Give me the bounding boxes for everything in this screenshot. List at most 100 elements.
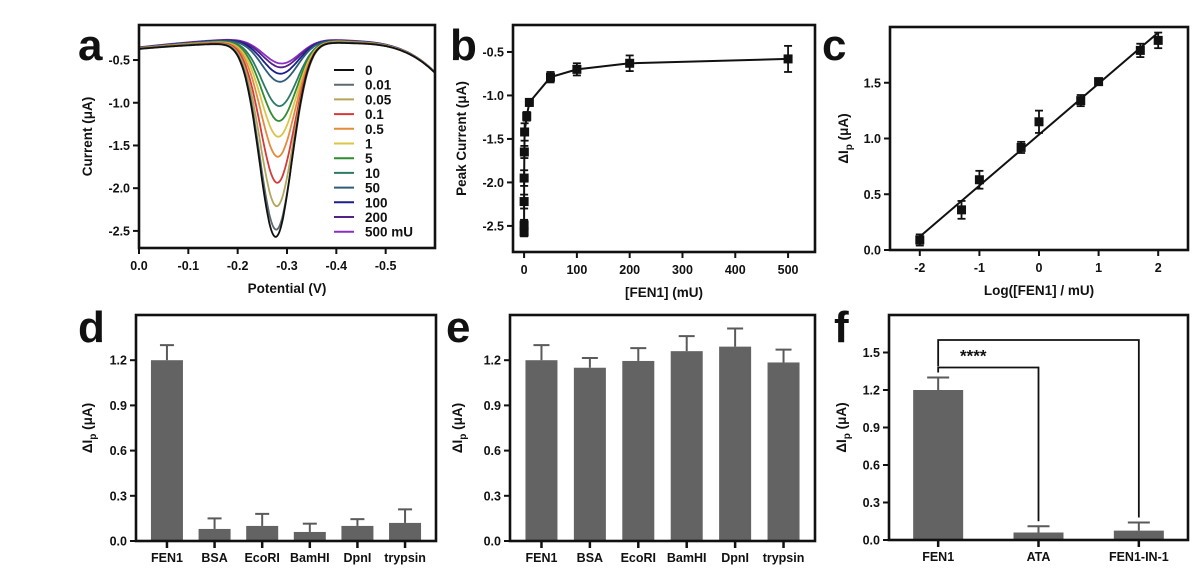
y-tick-label: -1.0 <box>482 89 504 103</box>
x-tick-label: -2 <box>914 261 925 275</box>
bar <box>913 390 964 540</box>
y-tick-label: -1.5 <box>108 139 130 153</box>
bar <box>293 531 326 541</box>
bar <box>719 346 752 541</box>
plot-frame <box>887 313 1190 542</box>
plot-frame <box>508 313 817 543</box>
legend-label: 0.1 <box>365 107 384 122</box>
panel-b: -0.5 -1.0 -1.5 -2.0 -2.5 0 100 200 300 400 500 [FEN… <box>454 23 817 300</box>
y-axis-label-unit: (μA) <box>450 403 465 434</box>
bar <box>525 360 558 541</box>
y-tick-label: 0.5 <box>864 188 881 202</box>
x-axis-label: [FEN1] (mU) <box>625 285 703 300</box>
curve-series <box>139 42 435 238</box>
x-category-label: FEN1 <box>525 551 557 565</box>
panel-a: -0.5 -1.0 -1.5 -2.0 -2.5 0.0 -0.1 -0.2 -0.3 -0.4 -… <box>80 23 437 296</box>
data-point <box>974 175 984 185</box>
plot-frame <box>511 23 817 254</box>
data-point <box>957 205 967 215</box>
y-axis-label-main: ΔI <box>836 150 851 163</box>
significance-bracket <box>937 339 1140 518</box>
y-tick-label: 1.5 <box>863 346 880 360</box>
y-tick-label: 1.5 <box>864 76 881 90</box>
y-tick-label: 1.0 <box>864 132 881 146</box>
data-point <box>519 197 529 207</box>
data-point <box>783 54 793 64</box>
plot-area <box>519 44 793 238</box>
plot-frame <box>134 313 438 543</box>
legend-label: 50 <box>365 181 380 196</box>
y-tick-label: -0.5 <box>482 45 504 59</box>
y-tick-label: -1.5 <box>482 132 504 146</box>
x-category-label: BamHI <box>667 551 707 565</box>
x-tick-label: -0.3 <box>276 259 298 273</box>
significance-bracket <box>937 366 1040 522</box>
y-axis-label: ΔIp (μA) <box>836 113 855 163</box>
y-tick-label: 0.3 <box>484 489 501 503</box>
bar <box>198 528 231 541</box>
legend-label: 0 <box>365 63 373 78</box>
data-point <box>1135 45 1145 55</box>
y-tick-label: 1.2 <box>484 354 501 368</box>
y-axis-label: Current (μA) <box>80 97 95 177</box>
y-tick-label: 0.0 <box>110 535 127 549</box>
y-axis-label-unit: (μA) <box>836 113 851 144</box>
bar <box>767 362 800 541</box>
panel-f: 0.0 0.3 0.6 0.9 1.2 1.5 FEN1 ATA FEN1-IN-1 ΔIp (μ… <box>834 313 1190 564</box>
y-axis-label-subscript: p <box>458 434 469 440</box>
panel-label-a: a <box>78 21 103 70</box>
y-axis-label: ΔIp (μA) <box>834 402 853 452</box>
fit-line <box>919 31 1159 238</box>
data-point <box>1034 117 1044 127</box>
panel-label-e: e <box>446 303 470 352</box>
data-point <box>522 111 532 121</box>
bar <box>150 360 183 541</box>
bar <box>389 522 422 541</box>
plot-area <box>150 344 422 541</box>
x-category-label: trypsin <box>384 551 426 565</box>
data-point <box>572 64 582 74</box>
y-tick-label: 0.3 <box>863 496 880 510</box>
bar <box>1013 532 1064 540</box>
x-tick-label: -1 <box>974 261 985 275</box>
data-point <box>1153 35 1163 45</box>
y-tick-label: -2.5 <box>482 219 504 233</box>
x-tick-label: 2 <box>1155 261 1162 275</box>
bar <box>246 525 279 541</box>
x-category-label: BamHI <box>290 551 330 565</box>
x-category-label: EcoRI <box>244 551 279 565</box>
legend-label: 100 <box>365 195 388 210</box>
y-axis-label-subscript: p <box>88 434 99 440</box>
x-category-label: FEN1 <box>151 551 183 565</box>
x-category-label: EcoRI <box>621 551 656 565</box>
y-tick-label: 0.3 <box>110 489 127 503</box>
data-point <box>520 127 530 137</box>
data-point <box>625 58 635 68</box>
legend-label: 10 <box>365 166 380 181</box>
panel-d: 0.0 0.3 0.6 0.9 1.2 FEN1 BSA EcoRI BamHI DpnI tryp… <box>80 313 438 565</box>
y-axis-label: ΔIp (μA) <box>450 403 469 453</box>
data-point <box>519 220 529 230</box>
y-tick-label: -0.5 <box>108 54 130 68</box>
x-category-label: DpnI <box>721 551 749 565</box>
legend-label: 1 <box>365 137 373 152</box>
significance-label: **** <box>960 347 987 366</box>
x-tick-label: -0.2 <box>227 259 249 273</box>
panel-label-b: b <box>450 21 477 70</box>
y-axis-label-main: ΔI <box>450 440 465 453</box>
x-tick-label: -0.1 <box>178 259 200 273</box>
y-tick-label: -1.0 <box>108 96 130 110</box>
y-tick-label: 0.6 <box>110 444 127 458</box>
plot-frame <box>888 25 1190 252</box>
data-point <box>1016 142 1026 152</box>
plot-area <box>913 376 1164 540</box>
bar <box>670 351 703 541</box>
y-axis-label: ΔIp (μA) <box>80 403 99 453</box>
panel-c: 0.0 0.5 1.0 1.5 -2 -1 0 1 2 Log([FEN1] / mU) ΔIp (… <box>836 25 1190 298</box>
bar <box>573 367 606 541</box>
legend-label: 200 <box>365 210 388 225</box>
y-tick-label: 0.9 <box>484 399 501 413</box>
y-tick-label: 0.0 <box>484 535 501 549</box>
panel-e: 0.0 0.3 0.6 0.9 1.2 FEN1 BSA EcoRI BamHI DpnI tryp… <box>450 313 817 565</box>
